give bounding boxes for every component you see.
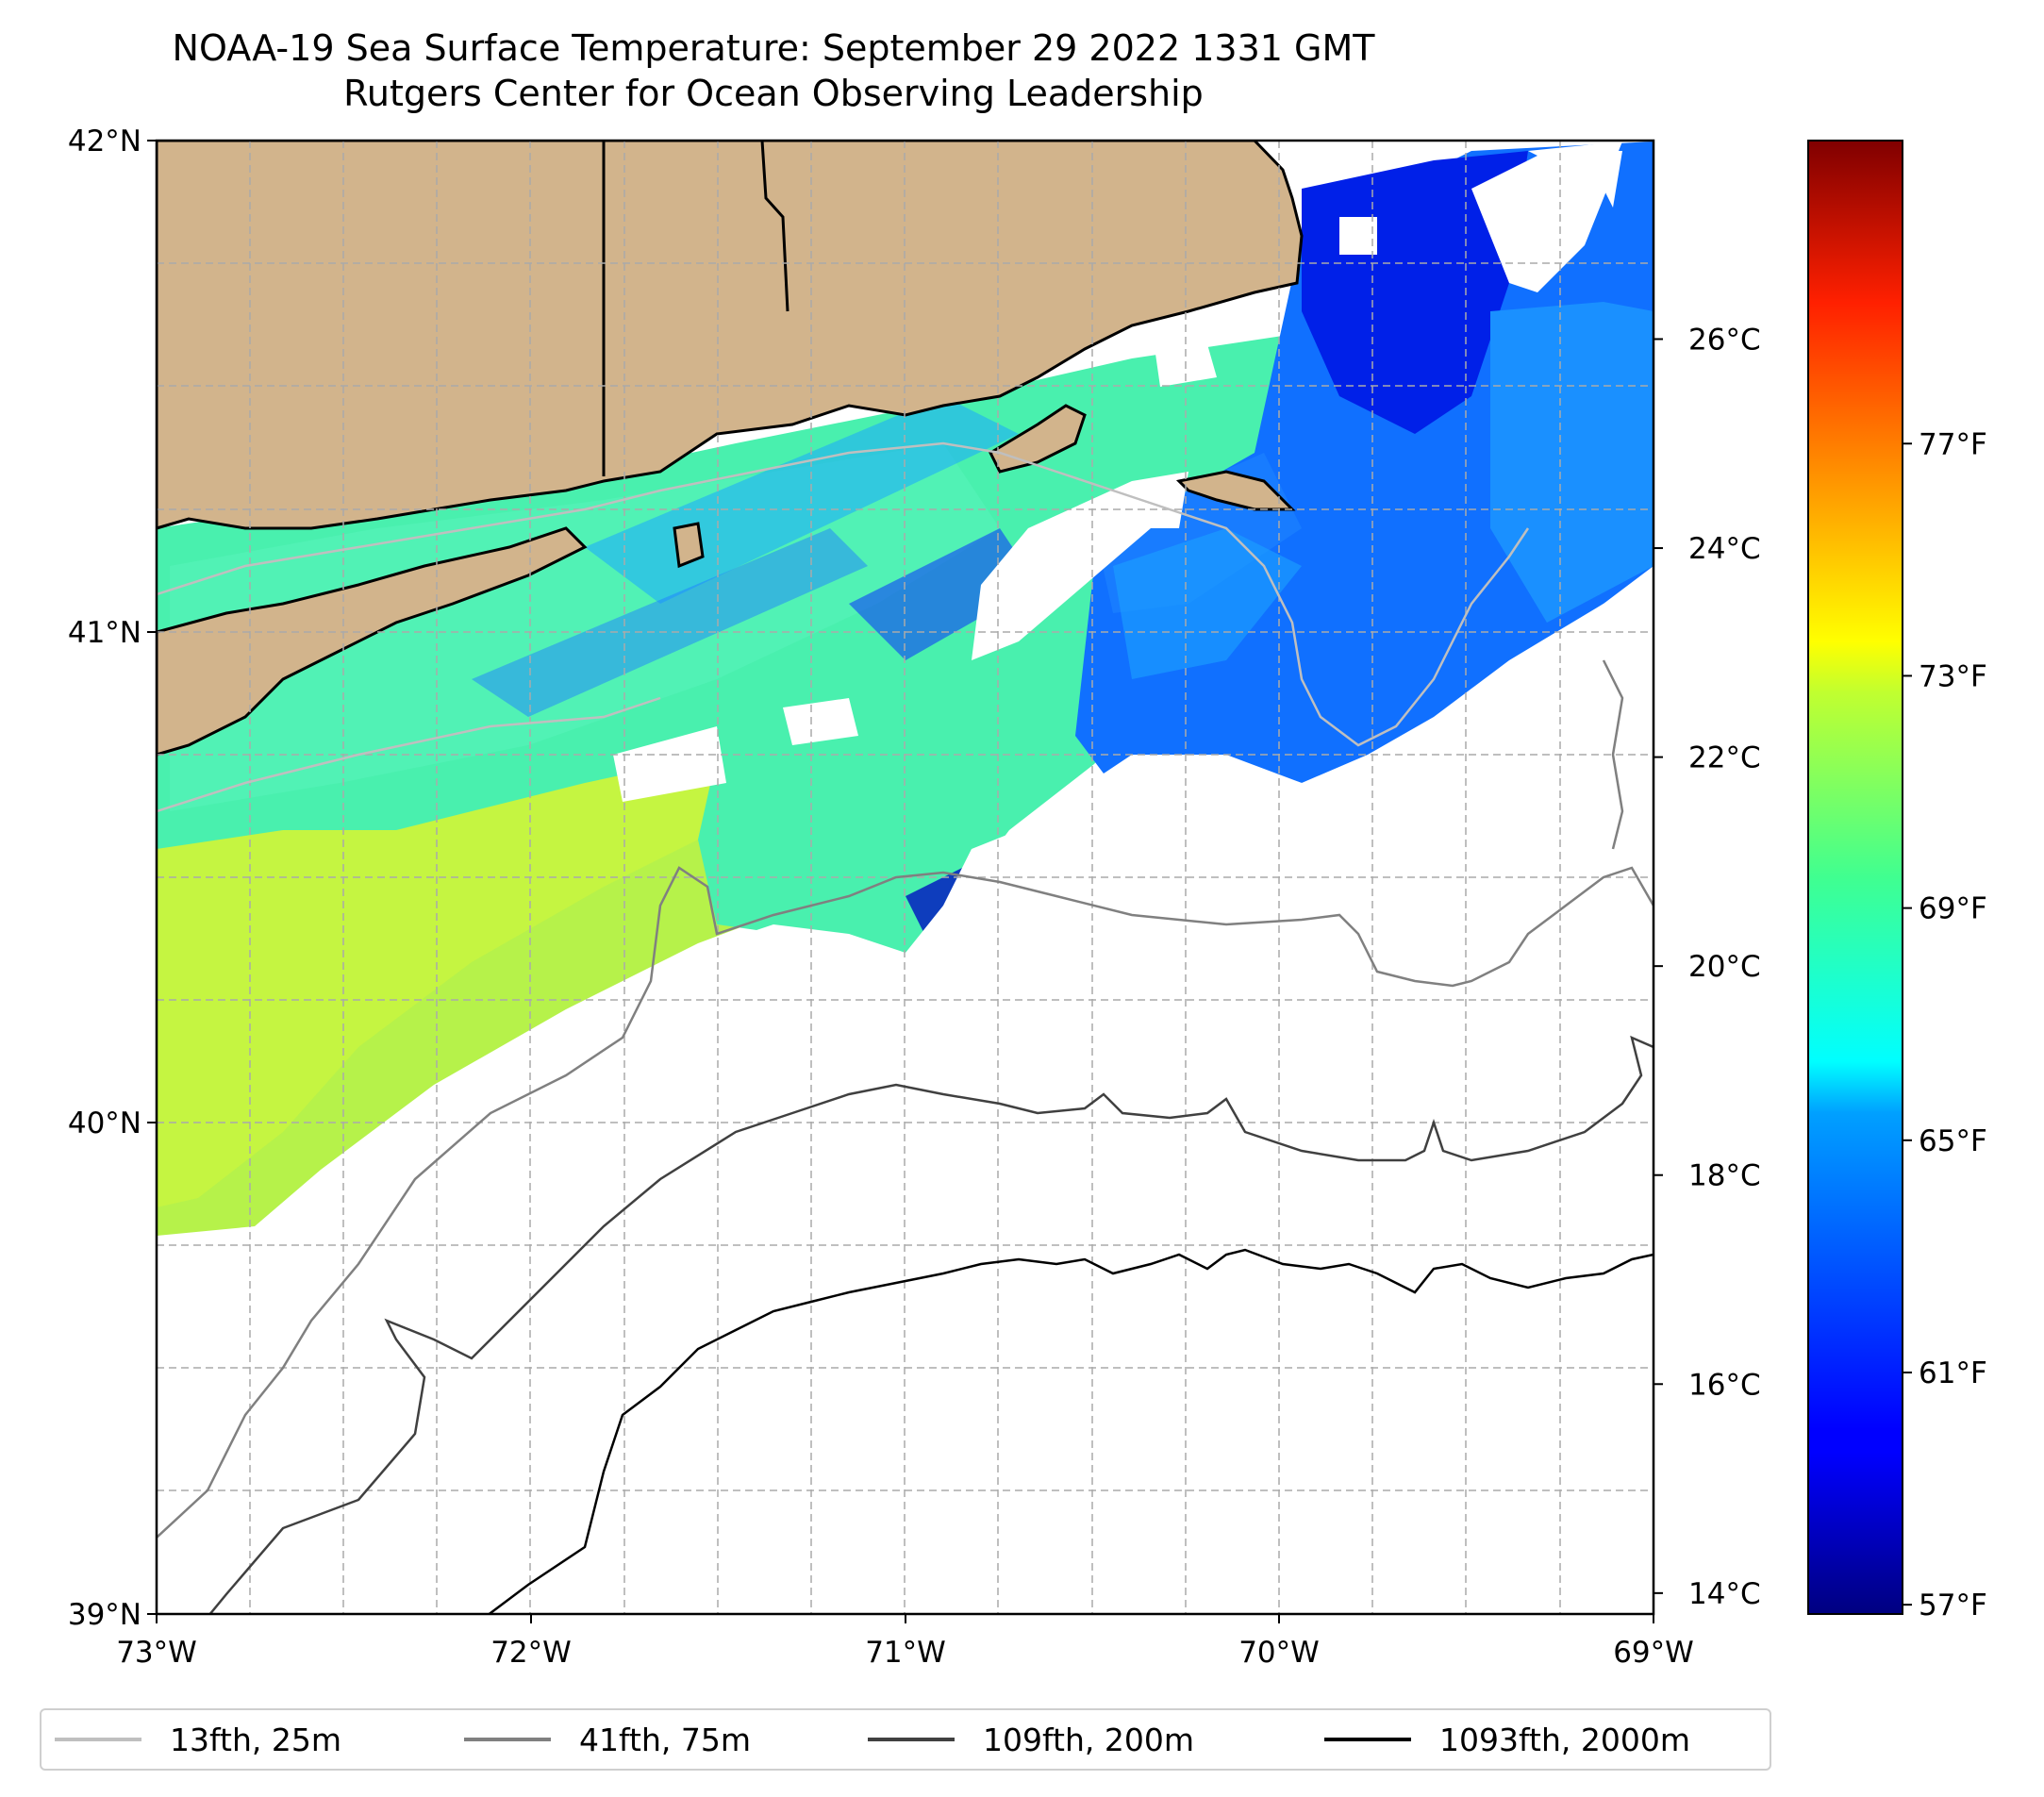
lon-label-72: 72°W: [490, 1636, 572, 1670]
chart-title: NOAA-19 Sea Surface Temperature: Septemb…: [172, 27, 1375, 69]
colorbar-gradient: [1807, 140, 1903, 1615]
lat-label-42: 42°N: [68, 125, 141, 158]
contour-2000m: [487, 1248, 1653, 1614]
legend-swatch-200m: [868, 1738, 955, 1741]
lon-label-71: 71°W: [865, 1636, 946, 1670]
lon-label-70: 70°W: [1238, 1636, 1320, 1670]
celsius-tick-label: 14°C: [1688, 1577, 1761, 1611]
map-plot-area: [157, 141, 1653, 1614]
legend-label-75m: 41fth, 75m: [579, 1721, 751, 1758]
legend-swatch-25m: [55, 1738, 141, 1741]
longitude-labels: 73°W 72°W 71°W 70°W 69°W: [116, 1614, 1694, 1670]
fahrenheit-tick-label: 61°F: [1919, 1356, 1987, 1390]
colorbar: 26°C 24°C 22°C 20°C 18°C 16°C 14°C 77°F 73°F 69°…: [1653, 140, 1987, 1622]
contour-legend: 13fth, 25m 41fth, 75m 109fth, 200m 1093f…: [40, 1708, 1771, 1771]
legend-item-2000m: 1093fth, 2000m: [1324, 1710, 1690, 1769]
lat-label-40: 40°N: [68, 1106, 141, 1140]
lon-label-69: 69°W: [1613, 1636, 1694, 1670]
bathymetry-contours: [157, 441, 1653, 1614]
celsius-tick-label: 20°C: [1688, 950, 1761, 984]
contour-75m: [157, 866, 1653, 1539]
legend-label-200m: 109fth, 200m: [983, 1721, 1194, 1758]
celsius-tick-label: 18°C: [1688, 1159, 1761, 1193]
legend-swatch-75m: [464, 1738, 551, 1741]
land-layer: [157, 141, 1304, 757]
fahrenheit-tick-label: 77°F: [1919, 427, 1987, 461]
fahrenheit-tick-label: 57°F: [1919, 1589, 1987, 1622]
fahrenheit-tick-label: 73°F: [1919, 659, 1987, 693]
fahrenheit-tick-label: 69°F: [1919, 892, 1987, 926]
latitude-labels: 42°N 41°N 40°N 39°N: [68, 125, 157, 1632]
contour-75m-east: [1602, 659, 1624, 850]
legend-item-200m: 109fth, 200m: [868, 1710, 1194, 1769]
legend-swatch-2000m: [1324, 1738, 1411, 1741]
lat-label-41: 41°N: [68, 616, 141, 650]
celsius-tick-label: 22°C: [1688, 741, 1761, 775]
lat-label-39: 39°N: [68, 1598, 141, 1632]
fahrenheit-tick-label: 65°F: [1919, 1124, 1987, 1158]
colorbar-celsius-ticks: 26°C 24°C 22°C 20°C 18°C 16°C 14°C: [1653, 323, 1761, 1611]
legend-item-25m: 13fth, 25m: [55, 1710, 341, 1769]
legend-label-25m: 13fth, 25m: [170, 1721, 341, 1758]
colorbar-fahrenheit-ticks: 77°F 73°F 69°F 65°F 61°F 57°F: [1903, 427, 1987, 1622]
legend-item-75m: 41fth, 75m: [464, 1710, 751, 1769]
celsius-tick-label: 26°C: [1688, 323, 1761, 357]
chart-subtitle: Rutgers Center for Ocean Observing Leade…: [343, 73, 1204, 114]
contour-25m-b: [157, 696, 661, 813]
legend-label-2000m: 1093fth, 2000m: [1439, 1721, 1690, 1758]
contour-25m: [157, 441, 1530, 747]
contour-200m: [208, 1035, 1653, 1614]
celsius-tick-label: 16°C: [1688, 1368, 1761, 1402]
celsius-tick-label: 24°C: [1688, 532, 1761, 566]
lon-label-73: 73°W: [116, 1636, 197, 1670]
